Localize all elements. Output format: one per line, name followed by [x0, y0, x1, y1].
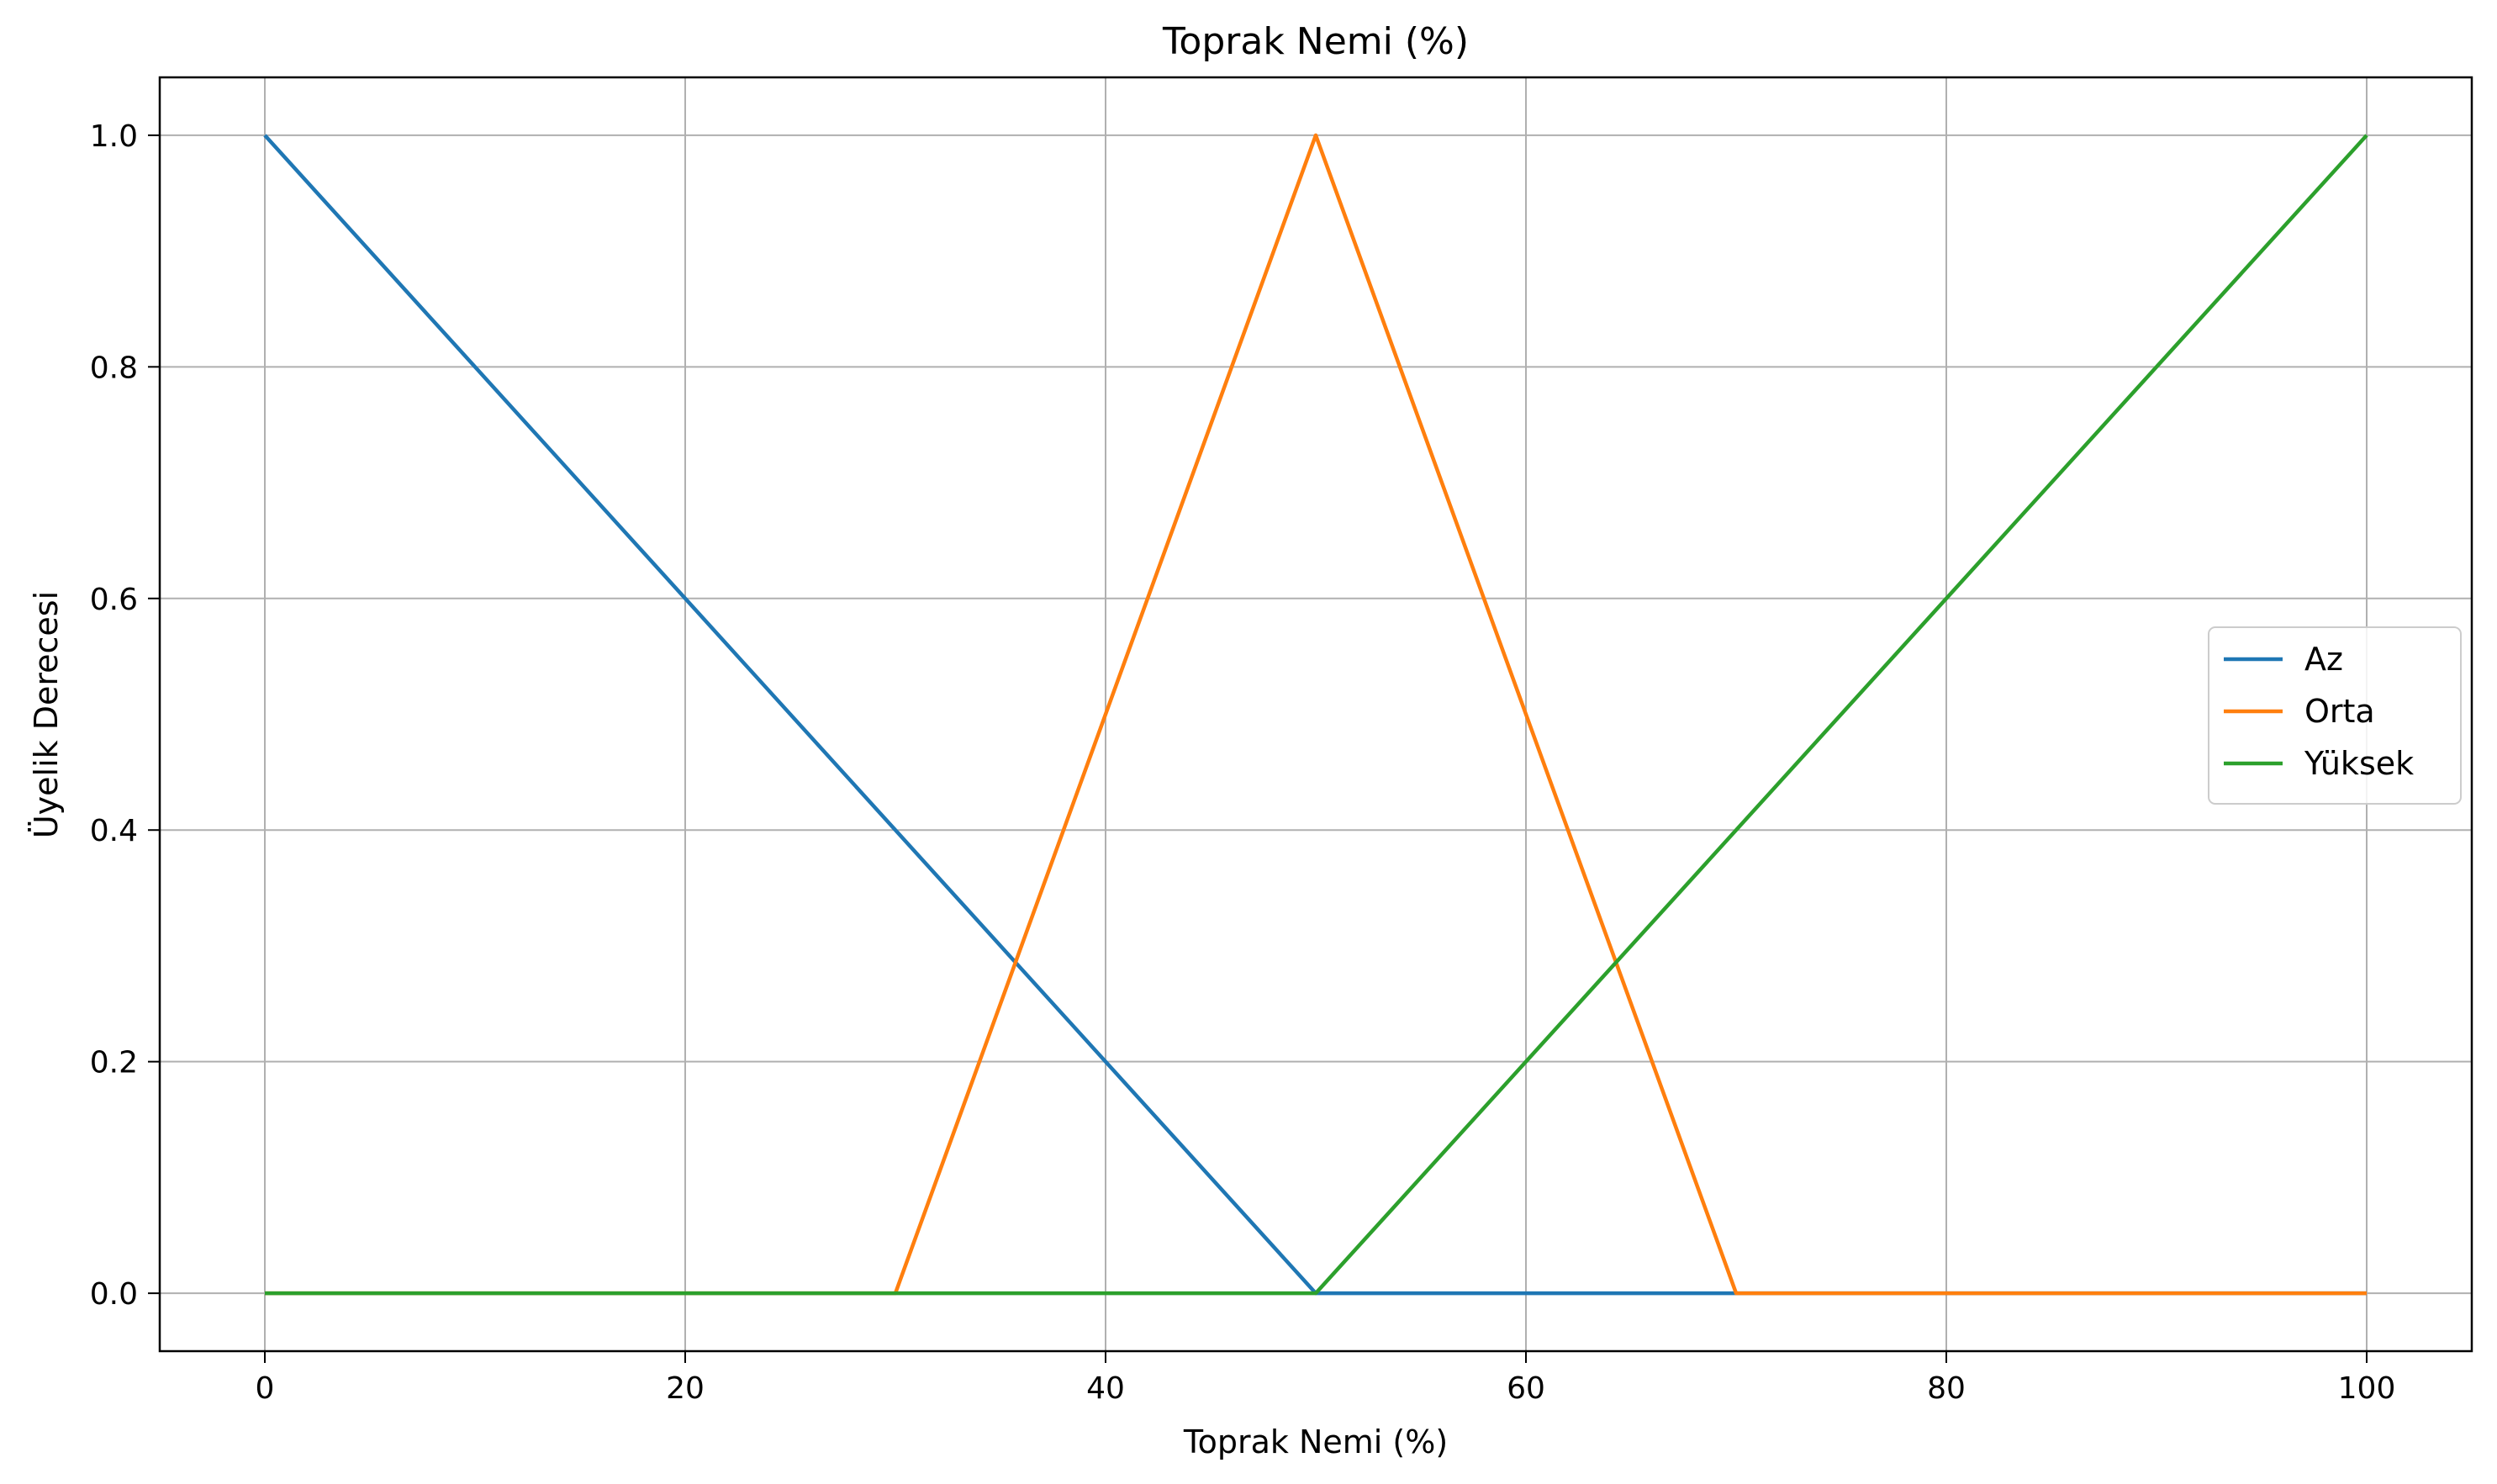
y-tick-label: 0.2	[90, 1046, 138, 1080]
y-tick-label: 0.4	[90, 814, 138, 848]
plot-frame	[158, 76, 2473, 1353]
legend-label: Az	[2304, 641, 2343, 678]
x-tick-label: 80	[1927, 1371, 1966, 1406]
x-tick-label: 0	[256, 1371, 275, 1406]
y-axis-label: Üyelik Derecesi	[28, 591, 65, 838]
x-axis-label: Toprak Nemi (%)	[1183, 1423, 1448, 1460]
legend: Az Orta Yüksek	[2208, 626, 2462, 805]
axis-ticks: 0 20 40 60 80 100 0.0 0.2 0.4 0.6 0.8 1.0	[90, 119, 2396, 1406]
x-tick-label: 20	[666, 1371, 705, 1406]
x-tick-label: 40	[1086, 1371, 1125, 1406]
x-tick-label: 100	[2338, 1371, 2396, 1406]
legend-label: Orta	[2304, 693, 2375, 730]
legend-label: Yüksek	[2304, 745, 2414, 782]
chart-title: Toprak Nemi (%)	[1162, 20, 1469, 63]
x-tick-label: 60	[1507, 1371, 1545, 1406]
legend-box	[2208, 626, 2462, 805]
y-tick-label: 0.6	[90, 583, 138, 617]
series-line-y-ksek	[265, 134, 2368, 1296]
series-lines	[263, 133, 2368, 1296]
y-tick-label: 0.8	[90, 351, 138, 385]
y-tick-label: 1.0	[90, 119, 138, 154]
y-tick-label: 0.0	[90, 1277, 138, 1312]
